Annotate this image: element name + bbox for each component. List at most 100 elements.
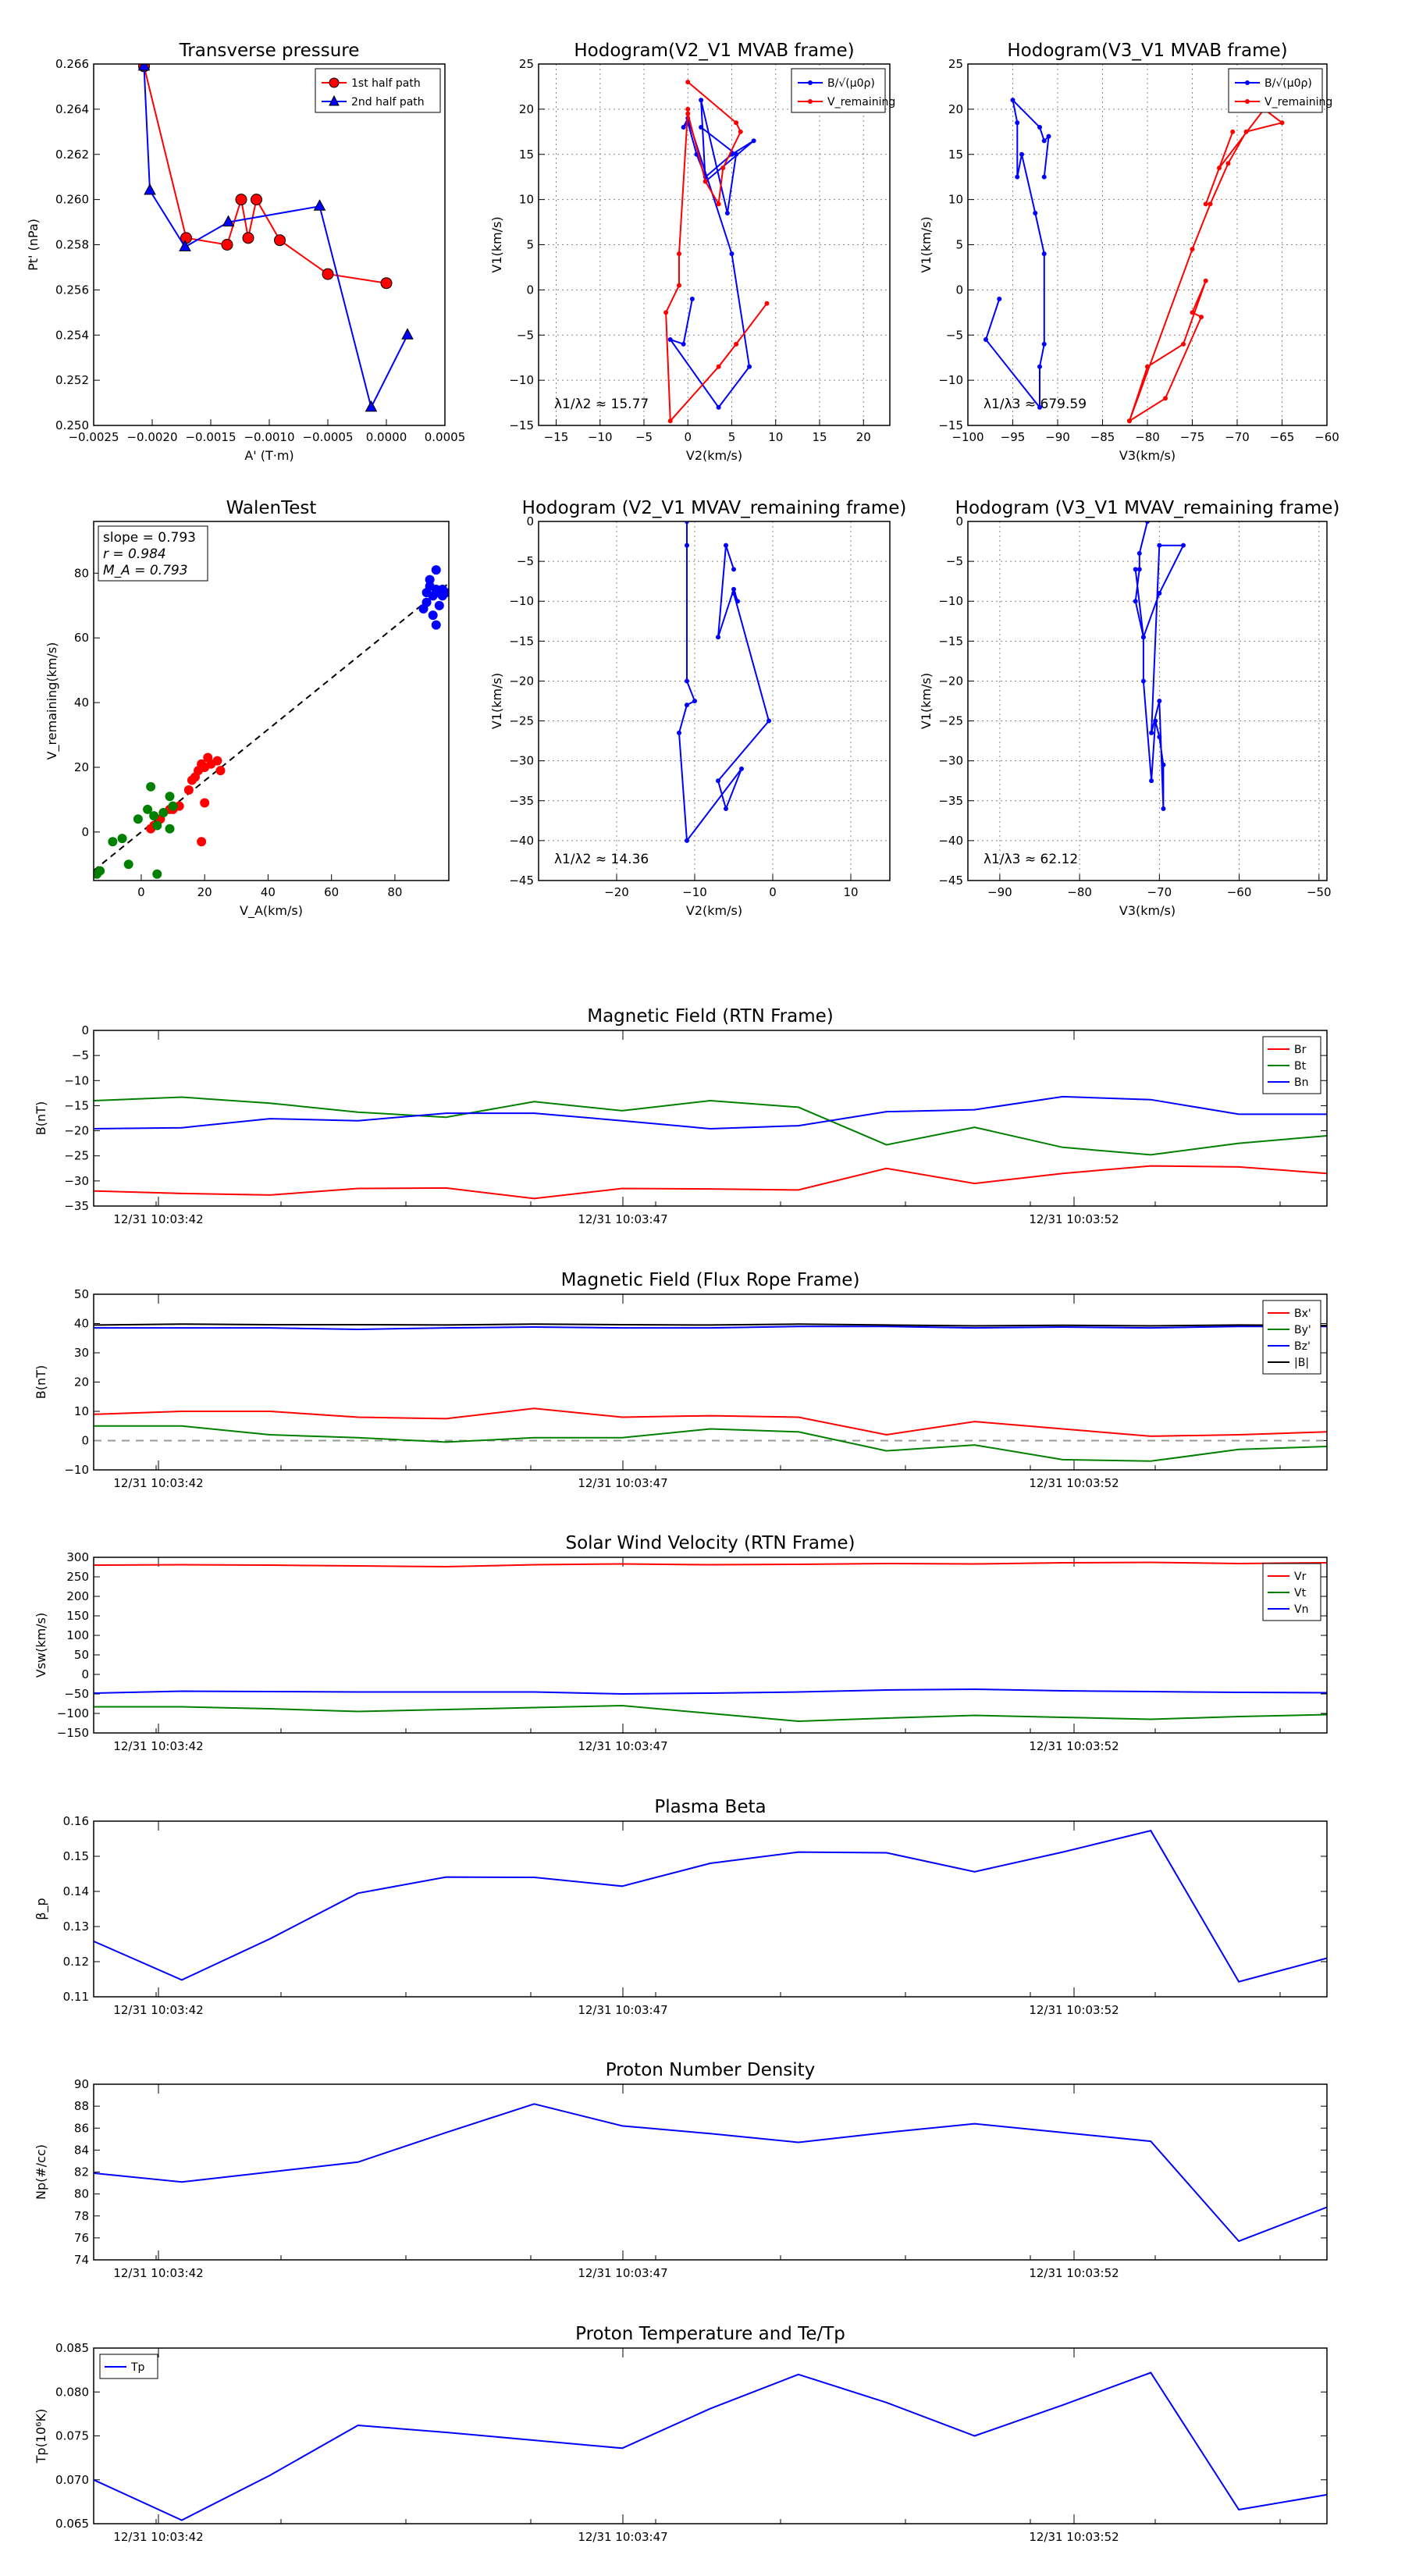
x-tick-label: −0.0020 xyxy=(126,430,177,444)
y-tick-label: −10 xyxy=(509,594,534,608)
y-tick-label: 78 xyxy=(74,2209,89,2223)
y-tick-label: 0.075 xyxy=(55,2429,89,2443)
data-point xyxy=(667,418,673,424)
data-point xyxy=(401,328,414,340)
data-point xyxy=(1161,762,1166,767)
data-point xyxy=(1225,161,1231,166)
y-tick-label: 200 xyxy=(66,1589,89,1603)
y-tick-label: −45 xyxy=(509,873,534,888)
data-point xyxy=(681,125,686,130)
axes-frame xyxy=(967,63,1328,426)
data-point xyxy=(1153,718,1158,724)
x-tick-label: 60 xyxy=(324,885,339,899)
x-tick-label: 80 xyxy=(387,885,402,899)
y-tick-label: 0 xyxy=(526,514,534,528)
y-tick-label: 20 xyxy=(519,102,534,116)
legend-label: Vt xyxy=(1294,1587,1307,1599)
y-tick-label: −5 xyxy=(946,554,963,568)
data-point xyxy=(724,543,728,548)
legend-label: Bx' xyxy=(1294,1308,1311,1320)
series-line-B/√(μ0ρ) xyxy=(668,100,755,409)
data-point xyxy=(165,824,175,834)
y-tick-label: −10 xyxy=(64,1463,89,1477)
data-point xyxy=(1243,129,1249,134)
chart-title: Transverse pressure xyxy=(179,41,360,61)
data-point xyxy=(1181,543,1186,548)
x-tick-label: −85 xyxy=(1090,430,1115,444)
y-tick-label: 10 xyxy=(74,1404,89,1418)
plot-area xyxy=(1133,521,1186,811)
y-tick-label: 86 xyxy=(74,2121,89,2135)
data-point xyxy=(739,766,744,771)
chart-title: Hodogram (V3_V1 MVAV_remaining frame) xyxy=(955,498,1340,518)
y-axis-label: Pt' (nPa) xyxy=(26,219,41,271)
x-tick-label: 12/31 10:03:52 xyxy=(1029,2530,1119,2544)
data-point xyxy=(1157,735,1162,739)
data-point xyxy=(716,364,721,369)
axes-frame xyxy=(93,2347,1328,2524)
axes-frame xyxy=(967,521,1328,881)
y-tick-label: 0 xyxy=(81,825,89,839)
y-tick-label: 15 xyxy=(948,148,963,162)
data-point xyxy=(322,268,334,280)
data-point xyxy=(677,283,681,288)
legend-label: |B| xyxy=(1294,1357,1309,1369)
y-axis-label: Vsw(km/s) xyxy=(34,1613,48,1678)
data-point xyxy=(1037,404,1042,410)
data-point xyxy=(1140,678,1146,684)
y-tick-label: 0.250 xyxy=(55,418,89,432)
legend-label: Vn xyxy=(1294,1603,1308,1616)
data-point xyxy=(431,565,441,575)
plot-area xyxy=(663,80,770,424)
lambda-ratio-annotation: λ1/λ3 ≈ 679.59 xyxy=(984,397,1087,412)
x-tick-label: 0.0000 xyxy=(366,430,407,444)
x-tick-label: 12/31 10:03:42 xyxy=(113,1739,203,1753)
y-tick-label: −30 xyxy=(938,754,963,768)
series-line-Tp xyxy=(93,2371,1328,2521)
data-point xyxy=(212,756,222,766)
x-tick-label: 0 xyxy=(769,885,777,899)
data-point xyxy=(724,210,730,215)
data-point xyxy=(685,543,689,548)
data-point xyxy=(1149,730,1154,735)
series-line-beta xyxy=(93,1830,1328,1983)
data-point xyxy=(731,567,736,572)
x-tick-label: 10 xyxy=(768,430,783,444)
legend-label: B/√(μ0ρ) xyxy=(827,77,875,90)
plasma_beta-panel: 0.11 0.12 0.13 0.14 0.15 0.16 12/31 10:03:42 12… xyxy=(34,1797,1328,2017)
y-tick-label: −20 xyxy=(509,674,534,688)
y-tick-label: −25 xyxy=(64,1149,89,1163)
legend: 1st half path 2nd half path xyxy=(315,68,441,113)
data-point xyxy=(1157,699,1162,703)
series-line-Vn xyxy=(93,1688,1328,1695)
x-tick-label: 12/31 10:03:42 xyxy=(113,1476,203,1490)
x-tick-label: −70 xyxy=(1225,430,1250,444)
data-point xyxy=(440,588,449,598)
x-axis-label: V2(km/s) xyxy=(686,448,742,463)
y-tick-label: 82 xyxy=(74,2165,89,2179)
y-tick-label: 5 xyxy=(526,238,534,252)
y-tick-label: −20 xyxy=(938,674,963,688)
y-tick-label: 0 xyxy=(81,1434,89,1448)
data-point xyxy=(1199,315,1204,320)
data-point xyxy=(747,364,752,369)
y-tick-label: 0.14 xyxy=(63,1884,89,1898)
stats-box xyxy=(98,525,208,582)
legend-box xyxy=(1228,68,1323,113)
data-point xyxy=(729,251,735,257)
x-tick-label: −5 xyxy=(635,430,653,444)
legend: Tp xyxy=(99,2354,158,2379)
y-tick-label: −10 xyxy=(938,594,963,608)
y-axis-label: B(nT) xyxy=(34,1101,48,1135)
data-point xyxy=(1279,120,1285,126)
data-point xyxy=(702,179,708,184)
x-axis-label: V_A(km/s) xyxy=(240,903,303,919)
y-tick-label: 0.252 xyxy=(55,373,89,387)
x-tick-label: 20 xyxy=(856,430,871,444)
y-tick-label: −5 xyxy=(517,554,534,568)
data-point xyxy=(117,834,127,844)
series-line-Br xyxy=(93,1165,1328,1200)
y-tick-label: −10 xyxy=(509,373,534,387)
x-axis-label: V3(km/s) xyxy=(1119,903,1176,918)
y-tick-label: −35 xyxy=(64,1199,89,1213)
